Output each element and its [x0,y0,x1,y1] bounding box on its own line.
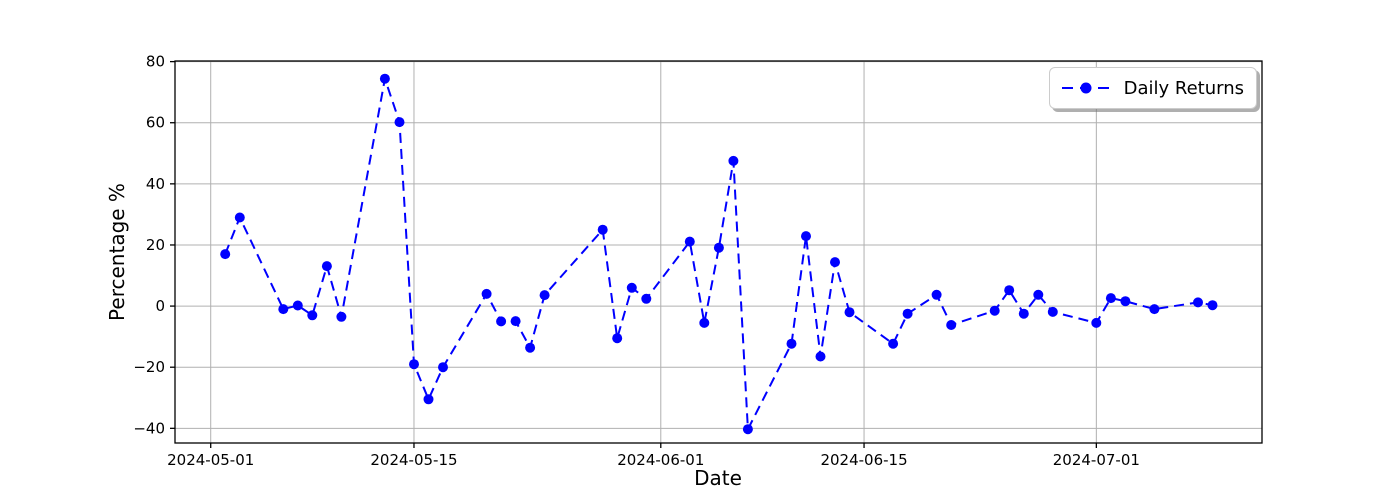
data-point-marker [234,212,245,223]
data-point-marker [220,249,231,260]
data-point-marker [801,231,811,242]
data-point-marker [699,317,710,328]
data-point-marker [597,224,608,235]
x-axis-label: Date [694,466,742,490]
data-point-marker [815,351,826,362]
data-point-marker [1091,317,1102,328]
x-tick-label: 2024-06-15 [820,451,907,469]
data-point-marker [989,305,1000,316]
data-point-marker [1207,300,1218,311]
data-point-marker [307,310,318,321]
plot-border [174,60,1263,444]
data-point-marker [278,304,289,315]
y-tick-label: 60 [146,114,165,132]
data-point-marker [394,117,405,128]
data-point-marker [844,307,855,318]
x-tick-label: 2024-06-01 [617,451,704,469]
data-point-marker [946,320,957,330]
x-tick-label: 2024-05-01 [167,451,254,469]
data-point-marker [423,394,434,405]
data-point-marker [931,289,942,300]
data-point-marker [321,261,332,272]
series-line [224,78,1213,433]
data-point-marker [1120,296,1131,307]
y-tick-label: 20 [146,236,165,254]
data-point-marker [510,316,521,327]
legend-box: Daily Returns [1048,67,1257,109]
y-tick-label: −20 [133,358,165,376]
data-point-marker [684,236,695,247]
data-point-marker [481,288,492,299]
data-point-marker [1004,285,1015,296]
data-point-marker [830,257,840,268]
data-point-marker [409,359,419,370]
data-point-marker [1033,289,1044,300]
data-point-marker [902,308,913,319]
data-point-marker [1149,304,1160,315]
y-tick-label: 80 [146,53,165,71]
legend-label: Daily Returns [1123,77,1244,99]
data-point-marker [1193,297,1203,308]
y-axis-label: Percentage % [105,183,129,321]
legend-line-sample [1061,82,1110,94]
data-point-marker [496,316,507,327]
data-point-marker [641,293,652,304]
data-point-marker [379,73,390,84]
data-point-marker [539,290,550,301]
data-point-marker [786,338,797,349]
y-tick-label: 0 [155,297,165,315]
data-point-marker [292,300,303,311]
data-point-marker [742,424,753,435]
data-point-marker [1047,306,1058,317]
data-point-marker [728,155,739,166]
data-point-marker [713,242,724,253]
data-point-marker [438,362,448,373]
y-tick-label: 40 [146,175,165,193]
legend-marker-icon [1080,82,1092,94]
data-point-marker [1105,293,1116,304]
x-tick-label: 2024-05-15 [370,451,457,469]
y-tick-label: −40 [133,419,165,437]
data-point-marker [1018,308,1029,319]
x-tick-label: 2024-07-01 [1053,451,1140,469]
data-point-marker [336,311,347,322]
data-point-marker [626,282,637,293]
data-point-marker [888,338,899,349]
data-point-marker [525,342,536,353]
data-point-marker [612,333,623,344]
